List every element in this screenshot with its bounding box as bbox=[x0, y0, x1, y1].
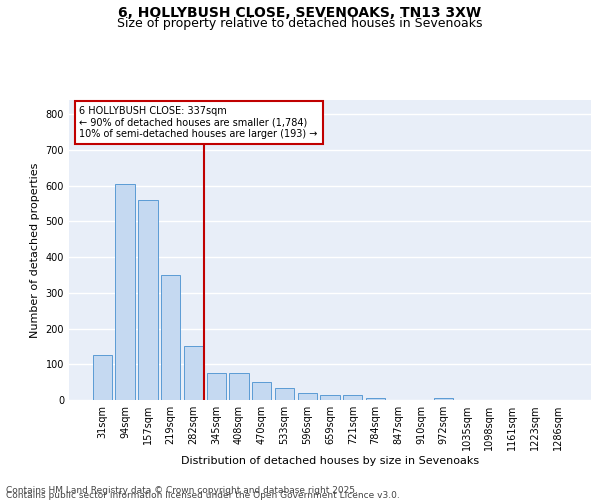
Bar bbox=[93, 356, 112, 400]
Bar bbox=[434, 398, 454, 400]
Bar bbox=[229, 373, 248, 400]
Bar bbox=[366, 398, 385, 400]
Bar bbox=[206, 373, 226, 400]
Text: Contains public sector information licensed under the Open Government Licence v3: Contains public sector information licen… bbox=[6, 490, 400, 500]
Text: Contains HM Land Registry data © Crown copyright and database right 2025.: Contains HM Land Registry data © Crown c… bbox=[6, 486, 358, 495]
Y-axis label: Number of detached properties: Number of detached properties bbox=[30, 162, 40, 338]
Bar bbox=[115, 184, 135, 400]
Bar bbox=[275, 388, 294, 400]
X-axis label: Distribution of detached houses by size in Sevenoaks: Distribution of detached houses by size … bbox=[181, 456, 479, 466]
Bar bbox=[252, 382, 271, 400]
Text: 6 HOLLYBUSH CLOSE: 337sqm
← 90% of detached houses are smaller (1,784)
10% of se: 6 HOLLYBUSH CLOSE: 337sqm ← 90% of detac… bbox=[79, 106, 318, 139]
Bar bbox=[320, 394, 340, 400]
Text: Size of property relative to detached houses in Sevenoaks: Size of property relative to detached ho… bbox=[117, 18, 483, 30]
Text: 6, HOLLYBUSH CLOSE, SEVENOAKS, TN13 3XW: 6, HOLLYBUSH CLOSE, SEVENOAKS, TN13 3XW bbox=[118, 6, 482, 20]
Bar bbox=[343, 394, 362, 400]
Bar bbox=[298, 393, 317, 400]
Bar bbox=[184, 346, 203, 400]
Bar bbox=[161, 275, 181, 400]
Bar bbox=[138, 200, 158, 400]
